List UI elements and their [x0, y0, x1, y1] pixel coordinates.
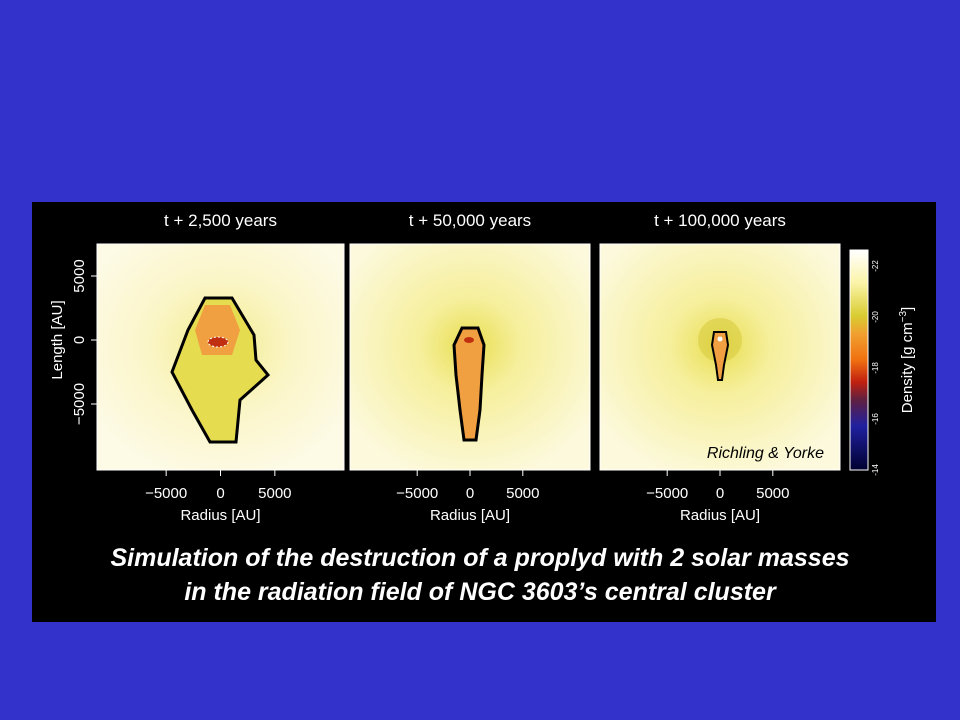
x-axis-label: Radius [AU]	[680, 507, 760, 524]
colorbar-tick-label: -18	[871, 362, 880, 374]
x-tick-label: 0	[216, 485, 224, 502]
colorbar-tick-label: -22	[871, 260, 880, 272]
proplyd	[710, 331, 730, 381]
colorbar-tick-label: -20	[871, 311, 880, 323]
caption-line: in the radiation field of NGC 3603’s cen…	[184, 578, 777, 606]
x-tick-label: 5000	[258, 485, 291, 502]
x-tick-label: 5000	[506, 485, 539, 502]
proplyd-center	[207, 336, 229, 348]
colorbar	[849, 249, 869, 471]
proplyd	[452, 326, 486, 442]
y-tick-label: −5000	[71, 383, 88, 425]
y-tick-label: 0	[71, 336, 88, 344]
label-end: ]	[899, 307, 916, 311]
proplyd-center	[464, 337, 474, 343]
colorbar-tick-label: -14	[871, 464, 880, 476]
y-axis-label: Length [AU]	[49, 300, 66, 379]
x-tick-label: 0	[716, 485, 724, 502]
label-exponent: −3	[898, 311, 909, 323]
colorbar-tick-label: -16	[871, 413, 880, 425]
x-tick-label: −5000	[396, 485, 438, 502]
proplyd	[170, 296, 271, 444]
x-axis-label: Radius [AU]	[430, 507, 510, 524]
panel-title: t + 50,000 years	[409, 211, 531, 230]
x-axis-label: Radius [AU]	[180, 507, 260, 524]
panel-title: t + 100,000 years	[654, 211, 786, 230]
proplyd-center	[717, 336, 723, 342]
x-tick-label: −5000	[145, 485, 187, 502]
caption-line: Simulation of the destruction of a propl…	[110, 544, 849, 572]
proplyd-core	[195, 305, 240, 355]
axes: t + 2,500 years Radius [AU] −5000 0 5000 Leng…	[49, 211, 880, 524]
credit: Richling & Yorke	[707, 445, 824, 462]
x-tick-label: −5000	[646, 485, 688, 502]
panel-title: t + 2,500 years	[164, 211, 277, 230]
colorbar-label: Density [g cm−3]	[898, 307, 916, 413]
y-tick-label: 5000	[71, 259, 88, 292]
x-tick-label: 0	[466, 485, 474, 502]
x-tick-label: 5000	[756, 485, 789, 502]
label-text: Density [g cm	[899, 322, 916, 413]
